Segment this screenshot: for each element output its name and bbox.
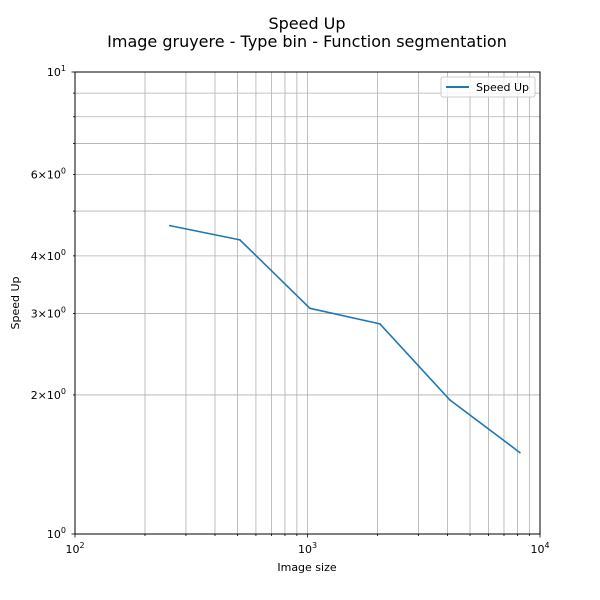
data-point (518, 451, 521, 454)
y-tick-base: 10 (47, 250, 61, 263)
y-tick-mant: 3× (31, 308, 47, 321)
x-tick-exponent: 3 (312, 541, 317, 550)
y-tick-base: 10 (47, 389, 61, 402)
y-tick-label: 3×100 (31, 306, 66, 321)
y-tick-label: 2×100 (31, 387, 66, 402)
legend: Speed Up (440, 76, 536, 98)
x-tick-label: 102 (65, 541, 84, 556)
x-tick-exponent: 2 (79, 541, 84, 550)
y-tick-label: 101 (47, 64, 66, 79)
series-layer (169, 224, 521, 454)
x-tick-base: 10 (298, 543, 312, 556)
y-axis-label: Speed Up (9, 276, 22, 329)
data-point (239, 239, 241, 241)
y-tick-exp: 0 (61, 248, 66, 257)
y-tick-label: 100 (47, 526, 66, 541)
chart-subtitle: Image gruyere - Type bin - Function segm… (107, 32, 507, 51)
data-point (448, 399, 451, 401)
y-tick-label: 4×100 (31, 248, 66, 263)
legend-box (440, 76, 536, 98)
y-tick-base: 10 (47, 66, 61, 79)
y-tick-exp: 0 (61, 526, 66, 535)
y-tick-base: 10 (47, 528, 61, 541)
x-tick-base: 10 (65, 543, 79, 556)
x-tick-label: 103 (298, 541, 317, 556)
y-tick-mant: 6× (31, 168, 47, 181)
y-tick-label: 6×100 (31, 166, 66, 181)
data-point (378, 322, 381, 325)
grid-layer (74, 72, 540, 535)
x-tick-exponent: 4 (544, 541, 549, 550)
chart-title: Speed Up (268, 14, 345, 33)
y-tick-base: 10 (47, 168, 61, 181)
y-tick-exp: 0 (61, 306, 66, 315)
y-tick-exp: 0 (61, 166, 66, 175)
y-tick-exp: 1 (61, 64, 66, 73)
y-tick-base: 10 (47, 308, 61, 321)
x-tick-label: 104 (530, 541, 549, 556)
data-point (308, 307, 311, 310)
legend-label: Speed Up (476, 81, 529, 94)
y-tick-mant: 2× (31, 389, 47, 402)
y-tick-mant: 4× (31, 250, 47, 263)
x-tick-base: 10 (530, 543, 544, 556)
series-line (169, 224, 521, 454)
x-axis-label: Image size (277, 561, 337, 574)
y-tick-exp: 0 (61, 387, 66, 396)
data-point (169, 224, 171, 227)
